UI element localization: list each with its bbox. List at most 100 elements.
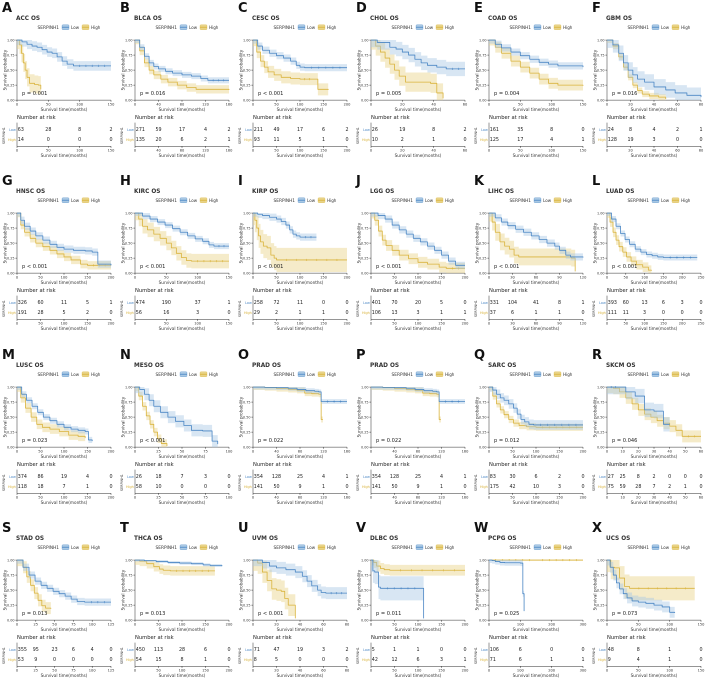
- panel-letter: V: [356, 521, 366, 536]
- risk-x-tick-label: 0: [606, 322, 609, 326]
- plot-axes: 0.00 0.25 0.50 0.75 1.00 0 30 60 90 120: [479, 212, 587, 280]
- legend-high-label: High: [91, 25, 101, 30]
- plot-axes: 0.00 0.25 0.50 0.75 1.00 0 50 100 150 200: [7, 212, 115, 280]
- risk-x-tick-label: 0: [16, 149, 19, 153]
- legend-gene-label: SERPINH1: [156, 198, 178, 204]
- risk-count-high: 7: [652, 484, 655, 490]
- risk-table: Number at risk SERPINH1 Low High 474 56 190 16 3…: [120, 288, 233, 331]
- x-tick-label: 40: [431, 102, 436, 106]
- risk-x-tick-label: 50: [392, 322, 397, 326]
- risk-count-low: 60: [37, 300, 43, 306]
- x-tick-label: 100: [89, 622, 97, 626]
- y-axis-title: Survival probability: [239, 49, 244, 90]
- risk-count-low: 8: [637, 647, 640, 653]
- y-tick-label: 0.00: [125, 272, 133, 276]
- risk-count-high: 2: [668, 484, 671, 490]
- risk-x-tick-label: 50: [274, 149, 279, 153]
- high-curve: [607, 386, 701, 437]
- panel-J-lgg-os: J LGG OS SERPINH1 Low High 0.00 0.25 0.50 0.75 1.…: [354, 173, 472, 346]
- risk-count-low: 8: [629, 127, 632, 133]
- risk-row-label-high: High: [598, 485, 606, 489]
- high-band: [371, 559, 465, 576]
- risk-count-high: 4: [550, 137, 553, 143]
- x-tick-label: 100: [194, 276, 202, 280]
- risk-count-low: 60: [623, 300, 629, 306]
- risk-count-high: 1: [322, 137, 325, 143]
- risk-x-tick-label: 200: [580, 495, 588, 499]
- risk-count-high: 1: [432, 137, 435, 143]
- risk-count-low: 3: [204, 474, 207, 480]
- y-tick-label: 0.75: [361, 53, 369, 57]
- risk-row-label-high: High: [126, 311, 134, 315]
- risk-x-tick-label: 120: [320, 495, 328, 499]
- p-value: p = 0.025: [494, 611, 519, 617]
- panel-D-chol-os: D CHOL OS SERPINH1 Low High 0.00 0.25 0.50 0.75 1…: [354, 0, 472, 173]
- risk-row-label-low: Low: [9, 128, 16, 132]
- x-tick-label: 200: [226, 622, 234, 626]
- risk-table-header: Number at risk: [253, 635, 292, 641]
- low-curve: [489, 386, 583, 425]
- y-axis-title: Survival probability: [357, 223, 362, 264]
- risk-count-low: 19: [399, 127, 405, 133]
- x-tick-label: 160: [226, 102, 234, 106]
- legend-low-label: Low: [189, 545, 198, 550]
- y-axis-title: Survival probability: [475, 569, 480, 610]
- risk-count-low: 4: [204, 127, 207, 133]
- risk-count-high: 29: [254, 310, 260, 316]
- legend: SERPINH1 Low High: [274, 544, 337, 551]
- risk-x-tick-label: 50: [164, 322, 169, 326]
- y-tick-label: 0.00: [243, 272, 251, 276]
- high-band: [371, 386, 441, 423]
- x-tick-label: 20: [274, 622, 279, 626]
- low-curve: [135, 386, 219, 444]
- y-tick-label: 0.25: [7, 83, 15, 87]
- risk-x-tick-label: 75: [203, 495, 208, 499]
- y-tick-label: 0.00: [7, 445, 15, 449]
- risk-count-high: 1: [558, 310, 561, 316]
- x-tick-label: 25: [34, 622, 39, 626]
- risk-row-label-low: Low: [599, 475, 606, 479]
- risk-row-label-high: High: [480, 485, 488, 489]
- y-axis-title: Survival probability: [593, 49, 598, 90]
- risk-count-low: 8: [432, 127, 435, 133]
- risk-table-header: Number at risk: [135, 288, 174, 294]
- risk-count-low: 2: [463, 127, 466, 133]
- x-tick-label: 0: [488, 102, 491, 106]
- legend-gene-label: SERPINH1: [156, 25, 178, 31]
- x-tick-label: 50: [274, 102, 279, 106]
- low-band: [135, 386, 218, 447]
- plot-axes: 0.00 0.25 0.50 0.75 1.00 0 50 100 150: [125, 212, 233, 280]
- y-tick-label: 0.25: [597, 603, 605, 607]
- risk-row-label-low: Low: [599, 648, 606, 652]
- risk-count-high: 0: [109, 310, 112, 316]
- y-axis-title: Survival probability: [121, 569, 126, 610]
- risk-x-tick-label: 50: [180, 495, 185, 499]
- legend-low-label: Low: [543, 545, 552, 550]
- p-value: p = 0.005: [376, 91, 401, 97]
- low-curve: [253, 212, 317, 238]
- y-tick-label: 0.75: [597, 227, 605, 231]
- risk-row-label-high: High: [480, 138, 488, 142]
- x-tick-label: 0: [370, 102, 373, 106]
- plot-axes: 0.00 0.25 0.50 0.75 1.00 0 40 80 120 160: [243, 385, 351, 453]
- curves: [17, 212, 112, 270]
- y-tick-label: 0.00: [361, 445, 369, 449]
- risk-count-low: 25: [620, 474, 626, 480]
- risk-count-high: 0: [581, 484, 584, 490]
- y-tick-label: 0.25: [125, 430, 133, 434]
- x-tick-label: 40: [667, 449, 672, 453]
- risk-count-high: 0: [581, 310, 584, 316]
- risk-count-high: 0: [463, 137, 466, 143]
- y-axis-title: Survival probability: [3, 569, 8, 610]
- risk-table: Number at risk SERPINH1 Low High 71 8 47 5 19 0 3 0…: [238, 635, 350, 678]
- y-tick-label: 0.00: [361, 272, 369, 276]
- low-curve: [489, 212, 584, 258]
- y-tick-label: 0.00: [597, 618, 605, 622]
- risk-row-label-low: Low: [363, 475, 370, 479]
- risk-count-low: 17: [179, 127, 185, 133]
- risk-count-high: 2: [204, 137, 207, 143]
